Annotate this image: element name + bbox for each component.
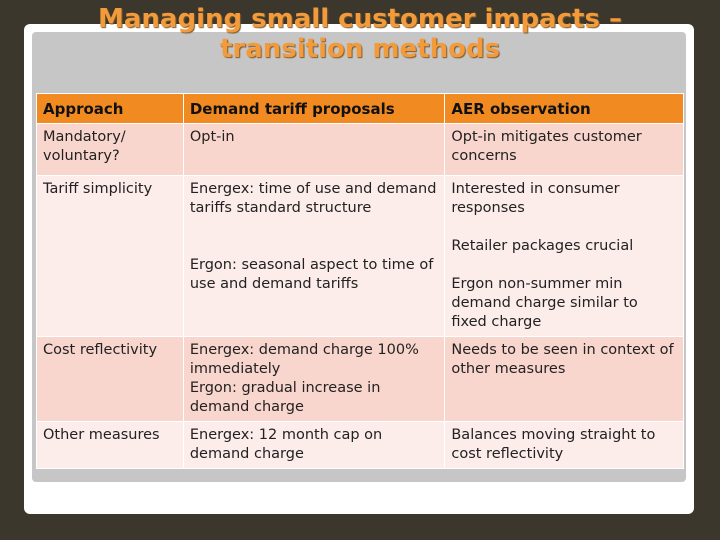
observation-text: Opt-in mitigates customer concerns	[451, 129, 642, 164]
cell-observation: Needs to be seen in context of other mea…	[444, 336, 684, 422]
table-row: Cost reflectivity Energex: demand charge…	[36, 336, 684, 422]
proposal-text: Energex: 12 month cap on demand charge	[189, 427, 383, 462]
cell-proposal: Energex: 12 month cap on demand charge	[182, 421, 446, 469]
proposal-text: Energex: demand charge 100% immediately	[189, 342, 419, 377]
cell-approach: Other measures	[36, 421, 184, 469]
header-approach: Approach	[36, 93, 184, 124]
observation-text: Interested in consumer responses	[451, 181, 620, 216]
cell-approach: Tariff simplicity	[36, 175, 184, 337]
proposal-text: Energex: time of use and demand tariffs …	[189, 181, 437, 216]
cell-proposal: Energex: time of use and demand tariffs …	[182, 175, 446, 337]
cell-proposal: Opt-in	[182, 123, 446, 176]
slide-title-line-2: transition methods	[219, 34, 501, 64]
observation-text: Ergon non-summer min demand charge simil…	[451, 276, 638, 330]
cell-approach: Cost reflectivity	[36, 336, 184, 422]
observation-text: Balances moving straight to cost reflect…	[451, 427, 656, 462]
comparison-table: Approach Demand tariff proposals AER obs…	[36, 93, 684, 469]
table-row: Mandatory/ voluntary? Opt-in Opt-in miti…	[36, 123, 684, 176]
proposal-text: Opt-in	[189, 129, 235, 145]
slide-title: Managing small customer impacts – transi…	[0, 4, 720, 64]
proposal-text: Ergon: seasonal aspect to time of use an…	[189, 257, 434, 292]
cell-observation: Interested in consumer responses Retaile…	[444, 175, 684, 337]
header-demand-tariff-proposals: Demand tariff proposals	[182, 93, 446, 124]
cell-approach: Mandatory/ voluntary?	[36, 123, 184, 176]
cell-observation: Opt-in mitigates customer concerns	[444, 123, 684, 176]
proposal-text: Ergon: gradual increase in demand charge	[189, 380, 381, 415]
cell-proposal: Energex: demand charge 100% immediately …	[182, 336, 446, 422]
table-row: Other measures Energex: 12 month cap on …	[36, 421, 684, 469]
slide-title-line-1: Managing small customer impacts –	[98, 4, 622, 34]
table-row: Tariff simplicity Energex: time of use a…	[36, 175, 684, 337]
header-aer-observation: AER observation	[444, 93, 684, 124]
table-header-row: Approach Demand tariff proposals AER obs…	[36, 93, 684, 124]
observation-text: Needs to be seen in context of other mea…	[451, 342, 674, 377]
observation-text: Retailer packages crucial	[451, 238, 634, 254]
cell-observation: Balances moving straight to cost reflect…	[444, 421, 684, 469]
